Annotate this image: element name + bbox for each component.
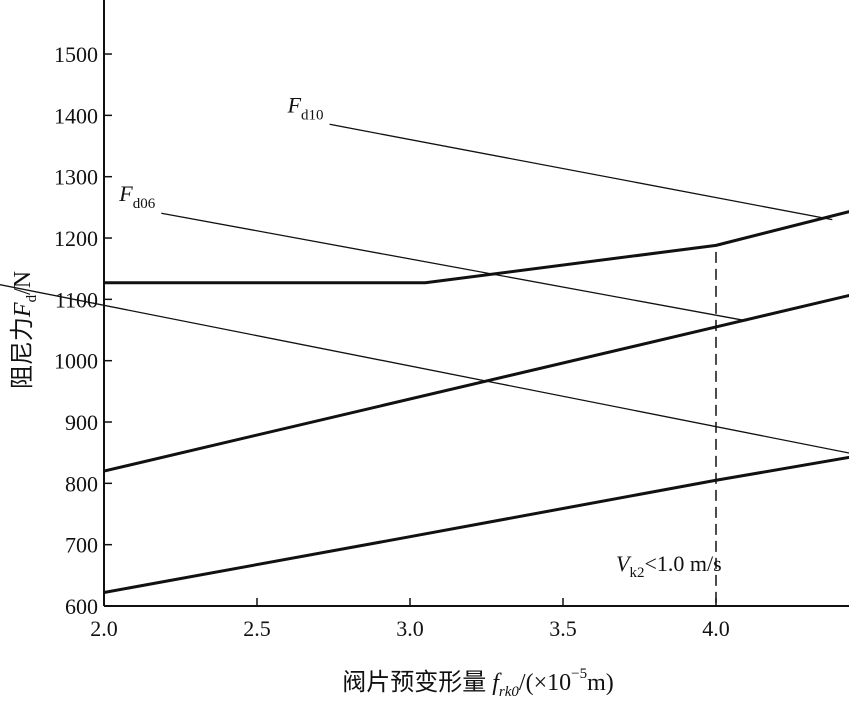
vk2-annotation: Vk2<1.0 m/s [616, 551, 722, 581]
series-label-sub: d06 [133, 196, 156, 212]
y-tick-label: 1300 [54, 165, 98, 190]
y-tick-label: 800 [65, 471, 98, 496]
y-axis-title: 阻尼力Fd/N [9, 271, 40, 389]
vk2-sub: k2 [629, 565, 644, 581]
y-axis-title-unit: /N [10, 271, 36, 295]
x-tick-label: 2.5 [243, 616, 271, 641]
y-tick-label: 700 [65, 533, 98, 558]
y-tick-label: 900 [65, 410, 98, 435]
series-line-d10 [104, 210, 849, 285]
x-axis-title: 阀片预变形量 frk0/(×10−5m) [342, 666, 614, 700]
axes [103, 0, 849, 607]
x-tick-label: 4.0 [702, 616, 730, 641]
y-tick-label: 1000 [54, 349, 98, 374]
series-leader-d03 [0, 284, 849, 454]
y-tick-label: 1400 [54, 103, 98, 128]
y-tick-label: 600 [65, 594, 98, 619]
x-tick-label: 2.0 [90, 616, 118, 641]
y-tick-label: 1500 [54, 42, 98, 67]
x-tick-label: 3.0 [396, 616, 424, 641]
series-label-d10: Fd10 [287, 92, 324, 123]
x-axis-title-unit-pre: /(×10 [519, 670, 571, 696]
series-line-d03 [103, 455, 849, 594]
y-axis-title-symbol: F [10, 302, 36, 318]
series-leader-d06 [161, 212, 747, 322]
x-axis-title-unit-post: m) [587, 670, 614, 696]
x-axis-title-prefix: 阀片预变形量 [342, 669, 492, 696]
series-label-symbol: F [287, 92, 302, 117]
series-label-sub: d10 [301, 107, 324, 123]
series-lines [103, 210, 849, 594]
y-axis-title-prefix: 阻尼力 [9, 317, 36, 389]
x-ticks: 2.02.53.03.54.04.55.05.56.06.5 [90, 598, 730, 641]
vk2-symbol: V [616, 551, 632, 576]
series-label-symbol: F [118, 181, 133, 206]
x-axis-title-symbol: f [492, 670, 502, 696]
x-axis-title-sub: rk0 [499, 684, 519, 700]
x-tick-label: 3.5 [549, 616, 577, 641]
x-axis-title-exp: −5 [571, 666, 587, 682]
series-label-d06: Fd06 [118, 181, 155, 212]
series-leader-d10 [329, 123, 833, 221]
y-axis-title-sub: d [24, 294, 40, 302]
series-labels: Fd10Fd06Fd03 [0, 92, 849, 454]
annotations: Vk2<1.0 m/s [616, 245, 722, 603]
y-ticks: 600700800900100011001200130014001500 [54, 42, 112, 619]
series-line-d06 [103, 293, 849, 473]
y-tick-label: 1200 [54, 226, 98, 251]
vk2-text: <1.0 m/s [644, 551, 721, 576]
